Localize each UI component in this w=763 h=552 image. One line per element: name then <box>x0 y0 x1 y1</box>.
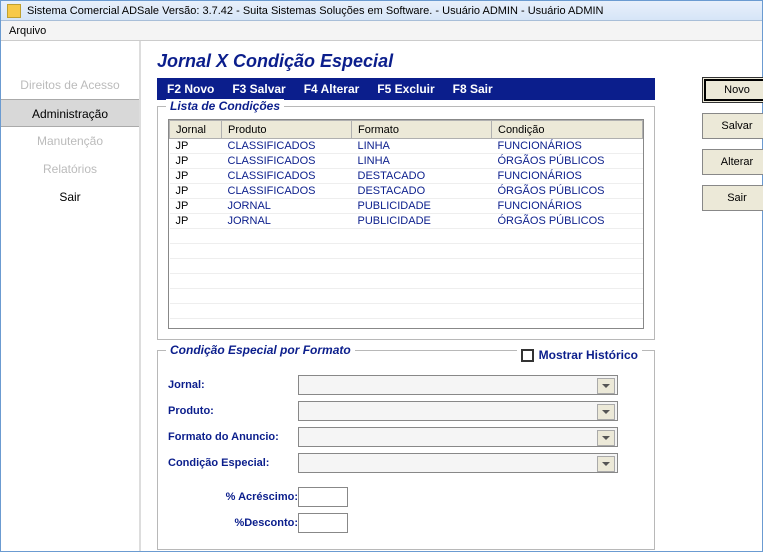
sidebar-item-sair[interactable]: Sair <box>1 183 139 211</box>
titlebar: Sistema Comercial ADSale Versão: 3.7.42 … <box>1 1 762 21</box>
table-cell: LINHA <box>352 154 492 169</box>
table-cell: CLASSIFICADOS <box>222 139 352 154</box>
table-cell: CLASSIFICADOS <box>222 154 352 169</box>
menu-arquivo[interactable]: Arquivo <box>9 25 46 37</box>
table-cell: CLASSIFICADOS <box>222 169 352 184</box>
fkey-f3[interactable]: F3 Salvar <box>232 82 285 96</box>
col-header[interactable]: Jornal <box>170 121 222 139</box>
table-cell: PUBLICIDADE <box>352 214 492 229</box>
acrescimo-input[interactable] <box>298 487 348 507</box>
table-cell: LINHA <box>352 139 492 154</box>
produto-combo[interactable] <box>298 401 618 421</box>
form-legend: Condição Especial por Formato <box>166 343 355 357</box>
sidebar-item-administracao[interactable]: Administração <box>1 99 139 127</box>
table-row-empty <box>170 289 643 304</box>
col-header[interactable]: Condição <box>492 121 643 139</box>
table-cell: JP <box>170 169 222 184</box>
table-cell: JORNAL <box>222 199 352 214</box>
salvar-button[interactable]: Salvar <box>702 113 763 139</box>
function-key-bar: F2 Novo F3 Salvar F4 Alterar F5 Excluir … <box>157 78 655 100</box>
sair-button[interactable]: Sair <box>702 185 763 211</box>
col-header[interactable]: Formato <box>352 121 492 139</box>
fkey-f2[interactable]: F2 Novo <box>167 82 214 96</box>
jornal-label: Jornal: <box>168 379 298 391</box>
jornal-combo[interactable] <box>298 375 618 395</box>
table-row-empty <box>170 274 643 289</box>
desconto-label: %Desconto: <box>168 517 298 529</box>
menubar: Arquivo <box>1 21 762 41</box>
fkey-f8[interactable]: F8 Sair <box>453 82 493 96</box>
table-row[interactable]: JPCLASSIFICADOSLINHAÓRGÃOS PÚBLICOS <box>170 154 643 169</box>
list-legend: Lista de Condições <box>166 99 284 113</box>
table-row-empty <box>170 259 643 274</box>
table-row-empty <box>170 319 643 330</box>
sidebar-item-relatorios[interactable]: Relatórios <box>1 155 139 183</box>
list-fieldset: Lista de Condições JornalProdutoFormatoC… <box>157 106 655 340</box>
action-buttons: Novo Salvar Alterar Sair <box>702 77 763 211</box>
alterar-button[interactable]: Alterar <box>702 149 763 175</box>
show-history-checkbox[interactable] <box>521 349 534 362</box>
table-row-empty <box>170 304 643 319</box>
table-cell: FUNCIONÁRIOS <box>492 139 643 154</box>
sidebar-item-manutencao[interactable]: Manutenção <box>1 127 139 155</box>
col-header[interactable]: Produto <box>222 121 352 139</box>
fkey-f5[interactable]: F5 Excluir <box>377 82 434 96</box>
formato-combo[interactable] <box>298 427 618 447</box>
main-panel: Jornal X Condição Especial F2 Novo F3 Sa… <box>141 41 762 551</box>
desconto-input[interactable] <box>298 513 348 533</box>
table-row[interactable]: JPCLASSIFICADOSDESTACADOÓRGÃOS PÚBLICOS <box>170 184 643 199</box>
table-cell: JP <box>170 184 222 199</box>
fkey-f4[interactable]: F4 Alterar <box>304 82 360 96</box>
condicao-label: Condição Especial: <box>168 457 298 469</box>
conditions-table: JornalProdutoFormatoCondição JPCLASSIFIC… <box>169 120 643 329</box>
table-row[interactable]: JPCLASSIFICADOSDESTACADOFUNCIONÁRIOS <box>170 169 643 184</box>
window-title: Sistema Comercial ADSale Versão: 3.7.42 … <box>27 1 604 21</box>
produto-label: Produto: <box>168 405 298 417</box>
table-container[interactable]: JornalProdutoFormatoCondição JPCLASSIFIC… <box>168 119 644 329</box>
table-cell: FUNCIONÁRIOS <box>492 169 643 184</box>
form-fieldset: Condição Especial por Formato Mostrar Hi… <box>157 350 655 550</box>
table-cell: JORNAL <box>222 214 352 229</box>
acrescimo-label: % Acréscimo: <box>168 491 298 503</box>
table-cell: DESTACADO <box>352 184 492 199</box>
table-cell: DESTACADO <box>352 169 492 184</box>
page-title: Jornal X Condição Especial <box>157 51 750 72</box>
table-cell: PUBLICIDADE <box>352 199 492 214</box>
app-icon <box>7 4 21 18</box>
table-row[interactable]: JPJORNALPUBLICIDADEÓRGÃOS PÚBLICOS <box>170 214 643 229</box>
condicao-combo[interactable] <box>298 453 618 473</box>
table-row-empty <box>170 244 643 259</box>
table-cell: JP <box>170 214 222 229</box>
sidebar-item-direitos[interactable]: Direitos de Acesso <box>1 71 139 99</box>
table-cell: JP <box>170 154 222 169</box>
table-row-empty <box>170 229 643 244</box>
sidebar: Direitos de Acesso Administração Manuten… <box>1 41 141 551</box>
formato-label: Formato do Anuncio: <box>168 431 298 443</box>
table-row[interactable]: JPCLASSIFICADOSLINHAFUNCIONÁRIOS <box>170 139 643 154</box>
table-cell: FUNCIONÁRIOS <box>492 199 643 214</box>
table-cell: ÓRGÃOS PÚBLICOS <box>492 154 643 169</box>
table-cell: ÓRGÃOS PÚBLICOS <box>492 214 643 229</box>
table-cell: JP <box>170 139 222 154</box>
table-cell: JP <box>170 199 222 214</box>
novo-button[interactable]: Novo <box>702 77 763 103</box>
show-history-container: Mostrar Histórico <box>517 348 642 362</box>
show-history-label: Mostrar Histórico <box>539 348 638 362</box>
table-row[interactable]: JPJORNALPUBLICIDADEFUNCIONÁRIOS <box>170 199 643 214</box>
table-cell: CLASSIFICADOS <box>222 184 352 199</box>
table-cell: ÓRGÃOS PÚBLICOS <box>492 184 643 199</box>
